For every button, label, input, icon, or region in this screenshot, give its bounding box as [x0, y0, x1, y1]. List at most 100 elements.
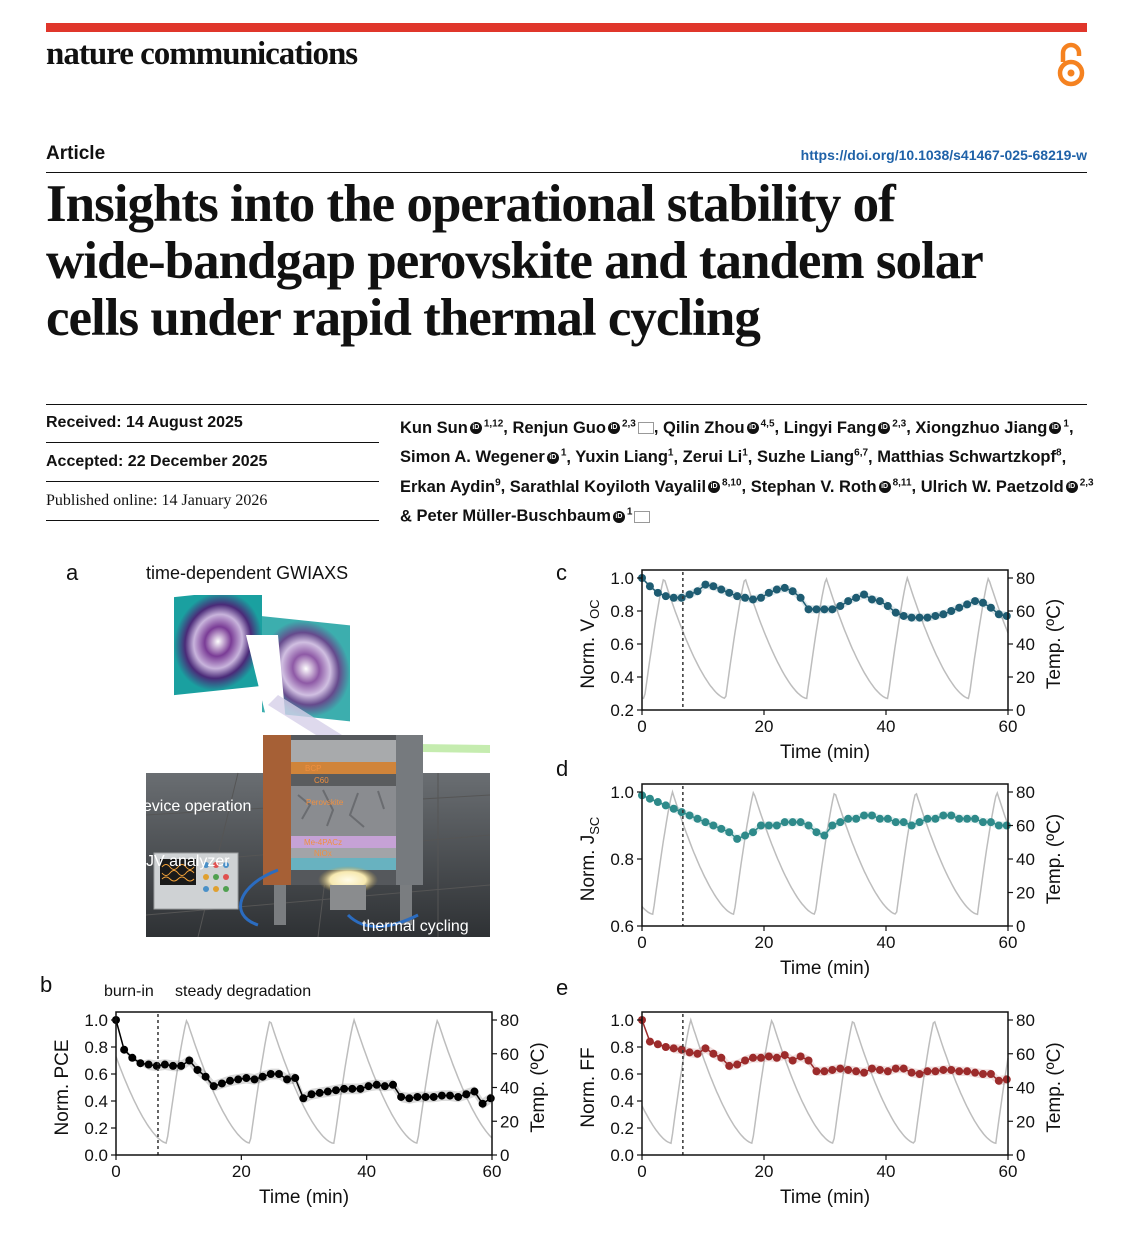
author-name[interactable]: Qilin Zhou: [663, 418, 745, 437]
data-point: [725, 1061, 734, 1070]
data-point: [907, 1068, 916, 1077]
gwiaxs-detector-pattern: [262, 616, 350, 722]
data-point: [923, 814, 932, 823]
author-name[interactable]: Kun Sun: [400, 418, 468, 437]
data-point: [836, 602, 845, 611]
layer-substrate: [291, 858, 396, 870]
author-name[interactable]: Suzhe Liang: [756, 448, 855, 466]
orcid-icon[interactable]: iD: [607, 422, 620, 435]
orcid-icon[interactable]: iD: [746, 422, 759, 435]
affiliation-number: 9: [495, 477, 501, 488]
author[interactable]: Yuxin Liang1: [575, 448, 673, 467]
x-tick-label: 40: [877, 717, 896, 736]
orcid-icon[interactable]: iD: [878, 481, 891, 494]
author[interactable]: Renjun Guo iD 2,3: [512, 418, 654, 437]
data-point: [820, 1067, 829, 1076]
data-point: [685, 590, 694, 599]
author[interactable]: Peter Müller-Buschbaum iD 1: [417, 507, 651, 525]
panel-label-c: c: [556, 560, 567, 585]
author[interactable]: Lingyi Fang iD 2,3: [783, 418, 907, 437]
author-name[interactable]: Peter Müller-Buschbaum: [416, 507, 611, 525]
data-point: [725, 828, 734, 837]
orcid-icon[interactable]: iD: [1065, 481, 1078, 494]
author-name[interactable]: Ulrich W. Paetzold: [920, 477, 1064, 496]
author-list: Kun Sun iD 1,12, Renjun Guo iD 2,3, Qilin Zh…: [400, 418, 1094, 525]
data-point: [772, 585, 781, 594]
data-point: [120, 1045, 129, 1054]
author[interactable]: Erkan Aydin9: [400, 477, 501, 496]
affiliation-number: 1: [1063, 418, 1069, 429]
data-point: [971, 814, 980, 823]
y-tick-label: 0.6: [610, 917, 634, 936]
author-name[interactable]: Lingyi Fang: [783, 418, 877, 437]
author-name[interactable]: Xiongzhuo Jiang: [915, 418, 1048, 437]
affiliation-number: 8,11: [892, 477, 912, 488]
author[interactable]: Matthias Schwartzkopf8: [877, 448, 1061, 467]
x-tick-label: 20: [755, 717, 774, 736]
author[interactable]: Suzhe Liang6,7: [756, 448, 868, 467]
author[interactable]: Qilin Zhou iD 4,5: [663, 418, 774, 437]
x-tick-label: 40: [877, 933, 896, 952]
data-point: [756, 821, 765, 830]
data-point: [462, 1090, 471, 1099]
y-tick-label: 0.4: [610, 1092, 634, 1111]
data-point: [661, 592, 670, 601]
y2-tick-label: 80: [1016, 1011, 1035, 1030]
email-icon[interactable]: [634, 510, 651, 523]
steady-degradation-label: steady degradation: [175, 983, 312, 1000]
data-point: [764, 588, 773, 597]
data-point: [820, 605, 829, 614]
author-name[interactable]: Sarathlal Koyiloth Vayalil: [509, 477, 707, 496]
author-name[interactable]: Renjun Guo: [512, 418, 606, 437]
author-name[interactable]: Simon A. Wegener: [400, 448, 545, 466]
data-point: [764, 1052, 773, 1061]
author[interactable]: Xiongzhuo Jiang iD 1: [915, 418, 1069, 437]
y2-tick-label: 60: [1016, 817, 1035, 836]
data-point: [685, 811, 694, 820]
layer-label: NiOx: [314, 849, 332, 858]
data-point: [947, 607, 956, 615]
data-point: [152, 1061, 161, 1070]
data-point: [266, 1070, 275, 1078]
y2-tick-label: 20: [1016, 668, 1035, 687]
data-point: [844, 1065, 853, 1074]
author[interactable]: Zerui Li1: [682, 447, 748, 467]
callout-jv-analyzer: JV analyzer: [146, 853, 230, 870]
affiliation-number: 1: [742, 447, 748, 459]
data-point: [315, 1088, 324, 1097]
y-tick-label: 0.8: [84, 1038, 108, 1057]
author-name[interactable]: Stephan V. Roth: [750, 477, 877, 496]
author[interactable]: Stephan V. Roth iD 8,11: [750, 477, 912, 496]
x-tick-label: 0: [637, 933, 646, 952]
data-point: [725, 588, 734, 597]
data-point: [1002, 611, 1011, 620]
orcid-icon[interactable]: iD: [469, 422, 482, 435]
data-point: [756, 1053, 765, 1062]
temperature-curve: [115, 1017, 493, 1145]
author-name[interactable]: Erkan Aydin: [400, 477, 496, 496]
author-name[interactable]: Yuxin Liang: [575, 448, 668, 466]
email-icon[interactable]: [637, 422, 654, 435]
orcid-icon[interactable]: iD: [1049, 422, 1062, 435]
author-name[interactable]: Zerui Li: [682, 448, 743, 466]
author[interactable]: Sarathlal Koyiloth Vayalil iD 8,10: [509, 477, 742, 496]
journal-name[interactable]: nature communications: [46, 36, 358, 72]
orcid-icon[interactable]: iD: [546, 451, 559, 464]
orcid-icon[interactable]: iD: [612, 510, 625, 523]
orcid-icon[interactable]: iD: [878, 422, 891, 435]
data-point: [645, 1037, 654, 1046]
doi-link[interactable]: https://doi.org/10.1038/s41467-025-68219…: [800, 147, 1087, 163]
author-name[interactable]: Matthias Schwartzkopf: [877, 448, 1056, 466]
data-point: [804, 821, 813, 830]
affiliation-number: 2,3: [892, 418, 907, 429]
y-tick-label: 1.0: [610, 1011, 634, 1030]
author[interactable]: Ulrich W. Paetzold iD 2,3: [920, 477, 1094, 496]
orcid-icon[interactable]: iD: [708, 481, 721, 494]
published-date: Published online: 14 January 2026: [46, 482, 379, 521]
uncertainty-band: [116, 1017, 491, 1110]
author[interactable]: Simon A. Wegener iD 1: [400, 448, 566, 467]
author[interactable]: Kun Sun iD 1,12: [400, 418, 503, 437]
data-point: [193, 1065, 202, 1074]
y2-tick-label: 60: [1016, 602, 1035, 621]
publication-dates: Received: 14 August 2025 Accepted: 22 De…: [46, 404, 379, 521]
